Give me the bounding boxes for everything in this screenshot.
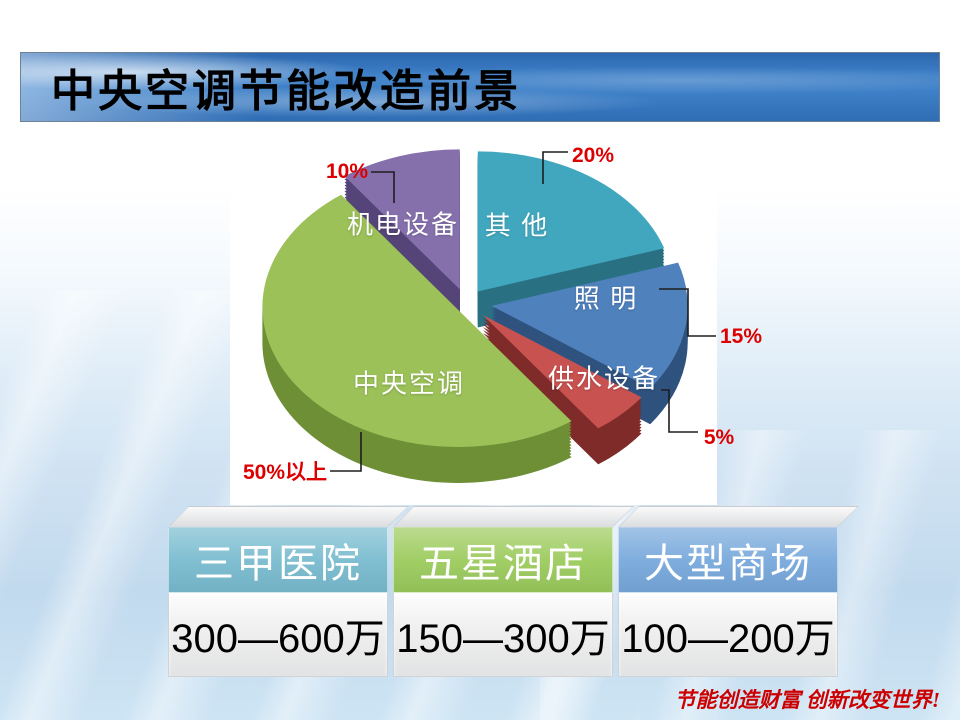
callout-label-hvac: 50%以上 [242,461,328,484]
column-header-label: 五星酒店 [419,541,587,586]
column-header: 五星酒店 [393,527,613,593]
pie-slice-path [477,151,665,292]
slice-label-others: 其 他 [484,211,550,241]
column-header-label: 大型商场 [644,541,812,586]
slice-label-water: 供水设备 [547,364,661,394]
callout-line-50pct [330,432,362,472]
table-column-hospital: 三甲医院 300—600万 [168,506,409,677]
column-header: 三甲医院 [168,527,388,593]
page-title: 中央空调节能改造前景 [51,67,521,116]
callout-label-mech: 10% [325,160,369,183]
pie-slice-path [344,149,460,290]
column-value-text: 150—300万 [396,616,610,661]
column-value: 150—300万 [393,593,613,677]
column-header-label: 三甲医院 [194,541,362,586]
title-banner: 中央空调节能改造前景 [20,52,940,122]
callout-label-lighting: 15% [719,325,763,348]
column-roof-3d [393,506,634,527]
callout-line-15pct [659,288,716,337]
column-value: 100—200万 [618,593,838,677]
pie-slice-path [482,315,642,429]
column-roof-3d [618,506,859,527]
slice-label-lighting: 照 明 [573,284,639,314]
callout-line-10pct [371,171,395,203]
column-value: 300—600万 [168,593,388,677]
pie-slice-path [491,262,688,389]
pie-slice-path [262,194,572,447]
callout-line-5pct [661,389,698,433]
column-roof-3d [168,506,409,527]
summary-table: 三甲医院 300—600万 五星酒店 150—300万 大型商场 100—200… [168,506,859,677]
column-value-text: 100—200万 [621,616,835,661]
table-column-mall: 大型商场 100—200万 [618,506,859,677]
slice-label-mech: 机电设备 [346,210,460,240]
slice-label-hvac: 中央空调 [352,369,466,399]
column-value-text: 300—600万 [171,616,385,661]
footer-slogan: 节能创造财富 创新改变世界! [674,688,940,712]
table-column-hotel: 五星酒店 150—300万 [393,506,634,677]
callout-line-20pct [542,151,568,184]
callout-label-others: 20% [571,144,615,167]
pie-slices [262,149,688,483]
callout-lines [330,151,716,472]
column-header: 大型商场 [618,527,838,593]
callout-label-water: 5% [703,426,735,449]
